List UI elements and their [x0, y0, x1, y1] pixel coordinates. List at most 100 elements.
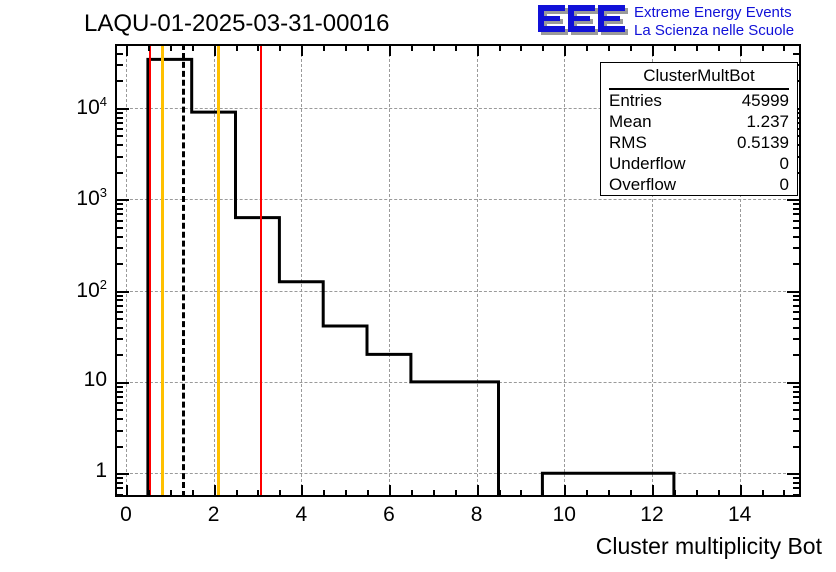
- stats-row: RMS 0.5139: [601, 132, 797, 153]
- y-axis-minor-tick: [115, 122, 123, 125]
- x-axis-minor-tick: [323, 490, 326, 497]
- eee-logo-line2: La Scienza nelle Scuole: [634, 22, 795, 39]
- y-axis-right-tick: [793, 429, 801, 432]
- marker-line-cut-low-red: [149, 44, 152, 497]
- y-axis-major-tick: [115, 107, 129, 110]
- y-axis-right-tick: [793, 213, 801, 216]
- x-axis-major-tick: [564, 485, 567, 497]
- x-axis-tick-label: 0: [120, 503, 132, 526]
- eee-logo: Extreme Energy Events La Scienza nelle S…: [536, 2, 836, 46]
- x-axis-minor-tick: [520, 490, 523, 497]
- x-axis-minor-tick: [761, 490, 764, 497]
- y-axis-minor-tick: [115, 219, 123, 222]
- stats-row-key: RMS: [609, 133, 647, 152]
- x-axis-top-tick: [388, 44, 391, 56]
- x-axis-minor-tick: [695, 490, 698, 497]
- x-axis-top-tick: [235, 44, 238, 51]
- x-axis-minor-tick: [498, 490, 501, 497]
- y-axis-minor-tick: [115, 304, 123, 307]
- y-axis-minor-tick: [115, 493, 123, 496]
- marker-line-cut-high-red: [259, 44, 262, 497]
- y-axis-tick-label-exponent: 2: [99, 276, 107, 292]
- y-axis-minor-tick: [115, 310, 123, 313]
- x-axis-top-tick: [476, 44, 479, 56]
- y-axis-minor-tick: [115, 208, 123, 211]
- stats-row: Overflow 0: [601, 174, 797, 195]
- x-axis-minor-tick: [235, 490, 238, 497]
- x-axis-top-tick: [651, 44, 654, 56]
- x-axis-tick-label: 8: [470, 503, 483, 526]
- x-axis-minor-tick: [257, 490, 260, 497]
- x-axis-tick-label: 2: [207, 503, 220, 526]
- stats-row: Mean 1.237: [601, 111, 797, 132]
- x-axis-tick-label: 10: [552, 503, 576, 526]
- marker-line-mean-dashed: [181, 44, 185, 497]
- y-axis-right-tick: [793, 318, 801, 321]
- x-axis-top-tick: [717, 44, 720, 51]
- x-axis-minor-tick: [542, 490, 545, 497]
- x-axis-top-tick: [147, 44, 150, 51]
- y-axis-minor-tick: [115, 213, 123, 216]
- x-axis-major-tick: [476, 485, 479, 497]
- y-axis-minor-tick: [115, 247, 123, 250]
- x-axis-top-tick: [432, 44, 435, 51]
- stats-row-key: Entries: [609, 91, 662, 110]
- y-axis-minor-tick: [115, 235, 123, 238]
- grid-line-horizontal: [115, 199, 801, 201]
- x-axis-top-tick: [695, 44, 698, 51]
- y-axis-minor-tick: [115, 116, 123, 119]
- y-axis-right-tick: [793, 354, 801, 357]
- y-axis-tick-label: 103: [76, 185, 107, 211]
- stats-row-value: 0: [779, 175, 789, 194]
- stats-row-key: Underflow: [609, 154, 686, 173]
- y-axis-minor-tick: [115, 128, 123, 131]
- x-axis-minor-tick: [717, 490, 720, 497]
- y-axis-right-tick: [787, 381, 801, 384]
- y-axis-minor-tick: [115, 171, 123, 174]
- y-axis-minor-tick: [115, 226, 123, 229]
- y-axis-major-tick: [115, 290, 129, 293]
- x-axis-top-tick: [345, 44, 348, 51]
- x-axis-minor-tick: [432, 490, 435, 497]
- y-axis-minor-tick: [115, 144, 123, 147]
- y-axis-right-tick: [793, 52, 801, 55]
- x-axis-top-tick: [410, 44, 413, 51]
- y-axis-minor-tick: [115, 52, 123, 55]
- y-axis-right-tick: [793, 203, 801, 206]
- y-axis-right-tick: [793, 263, 801, 266]
- x-axis-top-tick: [761, 44, 764, 51]
- y-axis-right-tick: [793, 338, 801, 341]
- x-axis-minor-tick: [279, 490, 282, 497]
- y-axis-tick-label: 104: [76, 94, 107, 120]
- x-axis-top-tick: [673, 44, 676, 51]
- y-axis-minor-tick: [115, 418, 123, 421]
- stats-row-key: Overflow: [609, 175, 677, 194]
- stats-row-value: 0: [779, 154, 789, 173]
- grid-line-vertical: [388, 44, 390, 497]
- x-axis-top-tick: [564, 44, 567, 56]
- plot-frame: [115, 44, 801, 497]
- y-axis-right-tick: [787, 473, 801, 476]
- y-axis-right-tick: [793, 44, 801, 47]
- x-axis-top-tick: [301, 44, 304, 56]
- y-axis-right-tick: [793, 390, 801, 393]
- stats-row-key: Mean: [609, 112, 652, 131]
- x-axis-minor-tick: [630, 490, 633, 497]
- x-axis-major-tick: [651, 485, 654, 497]
- histogram-outline: [146, 57, 676, 497]
- y-axis-minor-tick: [115, 409, 123, 412]
- y-axis-tick-label: 10: [83, 367, 107, 391]
- x-axis-tick-label: 12: [640, 503, 664, 526]
- y-axis-minor-tick: [115, 396, 123, 399]
- grid-line-vertical: [476, 44, 478, 497]
- y-axis-major-tick: [115, 199, 129, 202]
- y-axis-right-tick: [793, 482, 801, 485]
- y-axis-minor-tick: [115, 112, 123, 115]
- grid-line-vertical: [564, 44, 566, 497]
- y-axis-right-tick: [793, 445, 801, 448]
- y-axis-minor-tick: [115, 263, 123, 266]
- x-axis-top-tick: [454, 44, 457, 51]
- y-axis-minor-tick: [115, 482, 123, 485]
- x-axis-minor-tick: [586, 490, 589, 497]
- x-axis-top-tick: [608, 44, 611, 51]
